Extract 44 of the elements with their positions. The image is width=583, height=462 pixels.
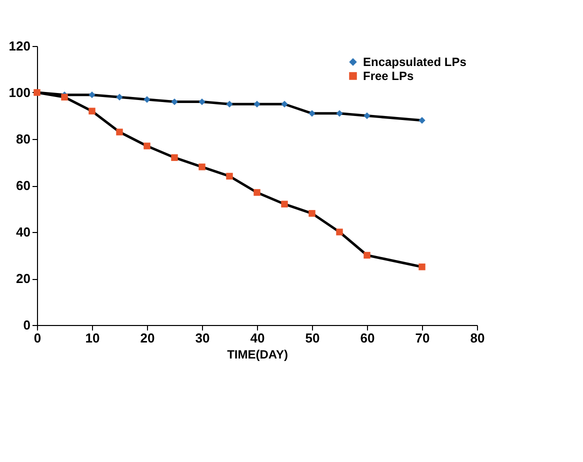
point bbox=[198, 98, 206, 106]
point bbox=[144, 96, 150, 103]
point bbox=[171, 154, 178, 161]
point bbox=[61, 94, 68, 101]
x-tick-label: 70 bbox=[415, 330, 430, 346]
point bbox=[336, 228, 343, 236]
point bbox=[308, 210, 316, 217]
point bbox=[364, 112, 370, 120]
x-axis-title: TIME(DAY) bbox=[227, 348, 288, 362]
point bbox=[144, 142, 150, 150]
point bbox=[364, 252, 370, 259]
point bbox=[336, 110, 343, 117]
x-tick-label: 40 bbox=[250, 330, 265, 346]
x-tick-label: 0 bbox=[34, 330, 42, 346]
x-tick-label: 10 bbox=[85, 330, 100, 346]
y-tick-label: 80 bbox=[16, 132, 30, 146]
point bbox=[116, 128, 123, 136]
point bbox=[254, 100, 260, 108]
point bbox=[281, 100, 288, 108]
point bbox=[198, 164, 206, 170]
y-tick-label: 120 bbox=[8, 38, 30, 54]
point bbox=[254, 189, 260, 196]
point bbox=[88, 91, 96, 98]
y-tick-label: 60 bbox=[16, 178, 30, 193]
y-tick-label: 100 bbox=[8, 85, 30, 100]
y-tick-label: 0 bbox=[23, 318, 30, 332]
point bbox=[418, 264, 426, 270]
legend-label: Free LPs bbox=[363, 69, 414, 83]
x-tick-label: 50 bbox=[305, 330, 320, 346]
point bbox=[226, 172, 233, 180]
point bbox=[308, 110, 316, 117]
x-tick-label: 20 bbox=[140, 330, 155, 346]
x-tick-label: 80 bbox=[470, 330, 485, 346]
point bbox=[116, 94, 123, 101]
point bbox=[281, 200, 288, 208]
legend-label: Encapsulated LPs bbox=[363, 55, 467, 69]
x-tick-label: 30 bbox=[195, 330, 210, 346]
point bbox=[418, 117, 426, 124]
point bbox=[88, 108, 96, 114]
point bbox=[226, 100, 233, 108]
point bbox=[171, 98, 178, 106]
x-tick-label: 60 bbox=[360, 330, 375, 346]
y-tick-label: 40 bbox=[16, 224, 30, 240]
y-tick-label: 20 bbox=[16, 271, 30, 286]
